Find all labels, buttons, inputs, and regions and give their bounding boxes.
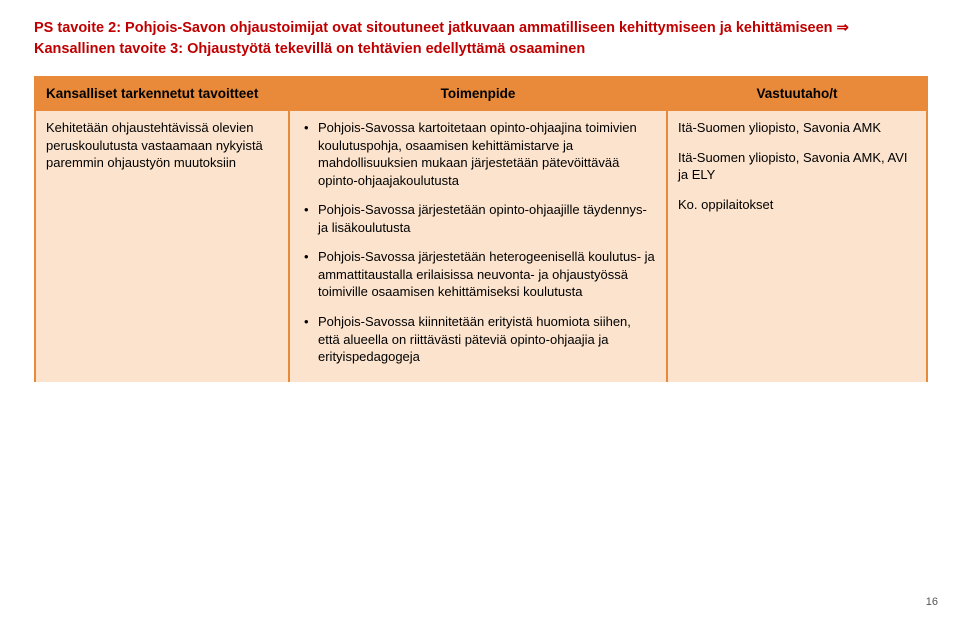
heading-line-1: PS tavoite 2: Pohjois-Savon ohjaustoimij… — [34, 18, 926, 39]
cell-responsibles: Itä-Suomen yliopisto, Savonia AMK Itä-Su… — [667, 110, 927, 382]
col-header-goals: Kansalliset tarkennetut tavoitteet — [35, 77, 289, 110]
heading-text-1: PS tavoite 2: Pohjois-Savon ohjaustoimij… — [34, 20, 833, 36]
list-item: Pohjois-Savossa kartoitetaan opinto-ohja… — [300, 119, 656, 189]
page-number: 16 — [926, 596, 938, 608]
heading-block: PS tavoite 2: Pohjois-Savon ohjaustoimij… — [34, 18, 926, 60]
table-row: Kehitetään ohjaustehtävissä olevien peru… — [35, 110, 927, 382]
col-header-resp: Vastuutaho/t — [667, 77, 927, 110]
responsible-entry: Itä-Suomen yliopisto, Savonia AMK — [678, 119, 916, 137]
heading-line-2: Kansallinen tavoite 3: Ohjaustyötä tekev… — [34, 39, 926, 60]
cell-goals: Kehitetään ohjaustehtävissä olevien peru… — [35, 110, 289, 382]
list-item: Pohjois-Savossa kiinnitetään erityistä h… — [300, 313, 656, 366]
arrow-icon: ⇒ — [837, 20, 849, 36]
list-item: Pohjois-Savossa järjestetään opinto-ohja… — [300, 201, 656, 236]
table-header-row: Kansalliset tarkennetut tavoitteet Toime… — [35, 77, 927, 110]
responsible-entry: Ko. oppilaitokset — [678, 196, 916, 214]
list-item: Pohjois-Savossa järjestetään heterogeeni… — [300, 248, 656, 301]
col-header-action: Toimenpide — [289, 77, 667, 110]
responsible-entry: Itä-Suomen yliopisto, Savonia AMK, AVI j… — [678, 149, 916, 184]
action-list: Pohjois-Savossa kartoitetaan opinto-ohja… — [300, 119, 656, 366]
cell-actions: Pohjois-Savossa kartoitetaan opinto-ohja… — [289, 110, 667, 382]
goals-table: Kansalliset tarkennetut tavoitteet Toime… — [34, 76, 928, 382]
